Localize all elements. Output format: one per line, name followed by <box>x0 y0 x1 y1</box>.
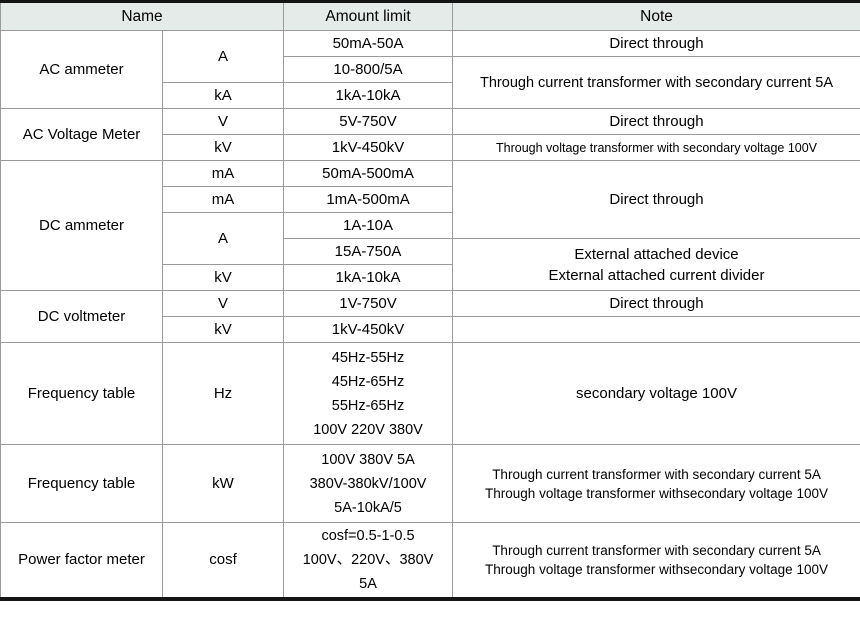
name-cell: Frequency table <box>0 444 163 523</box>
table-row: 10-800/5A Through current transformer wi… <box>1 56 860 109</box>
note-cell: Through current transformer with seconda… <box>452 522 860 599</box>
header-name: Name <box>0 1 285 31</box>
unit-cell: kV <box>161 264 285 291</box>
note-line: Through voltage transformer withsecondar… <box>485 561 828 577</box>
unit-cell: kV <box>161 134 285 161</box>
header-amount-limit: Amount limit <box>283 1 454 31</box>
note-line: External attached current divider <box>548 266 765 284</box>
unit-cell: kW <box>161 444 285 523</box>
name-cell: AC Voltage Meter <box>0 108 163 161</box>
note-cell: secondary voltage 100V <box>452 342 860 445</box>
unit-cell: cosf <box>161 522 285 599</box>
note-line: External attached device <box>574 245 739 263</box>
amount-cell: 45Hz-55Hz 45Hz-65Hz 55Hz-65Hz 100V 220V … <box>283 342 454 445</box>
amount-cell: 1kA-10kA <box>283 82 454 109</box>
table-row: AC ammeter A 50mA-50A Direct through <box>0 30 860 109</box>
unit-cell: A <box>161 212 285 265</box>
amount-line: 45Hz-65Hz <box>331 373 405 390</box>
note-line: Through current transformer with seconda… <box>492 542 821 558</box>
amount-cell: 1mA-500mA <box>283 186 454 213</box>
amount-line: 100V 220V 380V <box>313 421 423 438</box>
name-cell: AC ammeter <box>0 30 163 109</box>
name-cell: Frequency table <box>0 342 163 445</box>
amount-line: 100V 380V 5A <box>321 451 415 468</box>
note-cell: External attached device External attach… <box>452 238 860 291</box>
note-cell: Through voltage transformer with seconda… <box>452 134 860 161</box>
amount-cell: 5V-750V <box>283 108 454 135</box>
amount-cell: 1kV-450kV <box>283 316 454 343</box>
amount-cell: cosf=0.5-1-0.5 100V、220V、380V 5A <box>283 522 454 599</box>
note-cell <box>452 316 860 343</box>
unit-cell: kA <box>161 82 285 109</box>
unit-cell: mA <box>161 186 285 213</box>
meter-spec-table: Name Amount limit Note AC ammeter A 50mA… <box>0 0 860 601</box>
note-line: Through voltage transformer withsecondar… <box>485 485 828 501</box>
unit-cell: kV <box>161 316 285 343</box>
amount-cell: 50mA-500mA <box>283 160 454 187</box>
amount-line: 5A <box>359 575 377 592</box>
note-cell: Through current transformer with seconda… <box>452 56 860 109</box>
unit-cell: A <box>161 30 285 83</box>
header-note: Note <box>452 1 860 31</box>
note-line: Through current transformer with seconda… <box>492 466 821 482</box>
amount-cell: 50mA-50A <box>283 30 454 57</box>
amount-cell: 15A-750A <box>283 238 454 265</box>
table-row: Power factor meter cosf cosf=0.5-1-0.5 1… <box>0 522 860 599</box>
unit-cell: Hz <box>161 342 285 445</box>
amount-cell: 100V 380V 5A 380V-380kV/100V 5A-10kA/5 <box>283 444 454 523</box>
note-cell: Direct through <box>452 290 860 317</box>
note-cell: Direct through <box>452 108 860 135</box>
unit-cell: V <box>161 108 285 135</box>
unit-cell: V <box>161 290 285 317</box>
amount-line: cosf=0.5-1-0.5 <box>321 527 415 544</box>
name-cell: Power factor meter <box>0 522 163 599</box>
table-row: Frequency table kW 100V 380V 5A 380V-380… <box>0 444 860 523</box>
amount-line: 45Hz-55Hz <box>331 349 405 366</box>
table-row: kV 1kV-450kV Through voltage transformer… <box>1 134 860 161</box>
note-cell: Through current transformer with seconda… <box>452 444 860 523</box>
note-cell: Direct through <box>452 160 860 239</box>
table-row: mA 1mA-500mA <box>1 186 860 213</box>
amount-cell: 1A-10A <box>283 212 454 239</box>
table-header: Name Amount limit Note <box>0 1 860 31</box>
amount-line: 100V、220V、380V <box>302 551 434 568</box>
table-row: AC Voltage Meter V 5V-750V Direct throug… <box>0 108 860 161</box>
amount-line: 380V-380kV/100V <box>309 475 427 492</box>
name-cell: DC voltmeter <box>0 290 163 343</box>
table-row: DC voltmeter V 1V-750V Direct through <box>0 290 860 343</box>
note-cell: Direct through <box>452 30 860 57</box>
amount-cell: 1kA-10kA <box>283 264 454 291</box>
table-row: A 1A-10A <box>1 212 860 265</box>
table-row: Frequency table Hz 45Hz-55Hz 45Hz-65Hz 5… <box>0 342 860 445</box>
table-body: AC ammeter A 50mA-50A Direct through 10-… <box>0 30 860 599</box>
name-cell: DC ammeter <box>0 160 163 291</box>
amount-line: 5A-10kA/5 <box>334 499 402 516</box>
table-row: kV 1kA-10kA <box>1 264 860 291</box>
table-row: kA 1kA-10kA <box>1 82 860 109</box>
amount-cell: 1V-750V <box>283 290 454 317</box>
amount-cell: 10-800/5A <box>283 56 454 83</box>
table-row: DC ammeter mA 50mA-500mA Direct through <box>0 160 860 291</box>
unit-cell: mA <box>161 160 285 187</box>
amount-cell: 1kV-450kV <box>283 134 454 161</box>
table-row: 15A-750A External attached device Extern… <box>1 238 860 291</box>
amount-line: 55Hz-65Hz <box>331 397 405 414</box>
